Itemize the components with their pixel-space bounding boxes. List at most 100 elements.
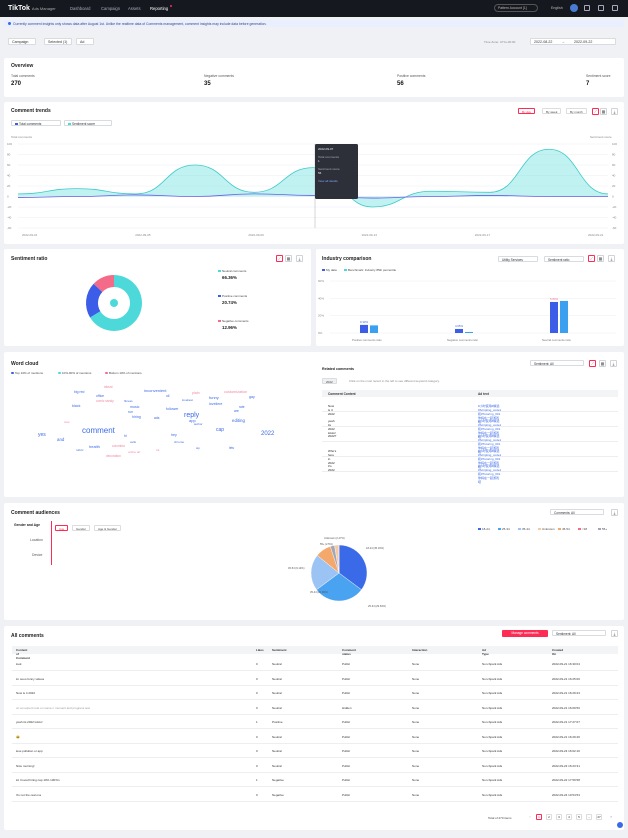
total-comments-metric-select[interactable]: Total comments — [11, 120, 61, 126]
word-cloud-term[interactable]: fitness — [124, 399, 133, 403]
page-button[interactable]: 2 — [546, 814, 552, 820]
word-cloud-term[interactable]: rubric — [76, 448, 84, 452]
word-cloud-term[interactable]: lets — [229, 446, 234, 450]
word-cloud-term[interactable]: cello — [130, 440, 137, 444]
notification-icon[interactable] — [598, 5, 604, 11]
sentiment-score-metric-select[interactable]: Sentiment score — [64, 120, 112, 126]
word-cloud-term[interactable]: funny — [209, 395, 219, 400]
word-cloud-term[interactable]: music — [130, 405, 140, 409]
word-cloud-term[interactable]: plain — [192, 391, 200, 395]
nav-dashboard[interactable]: Dashboard — [70, 6, 91, 11]
word-cloud-term[interactable]: big red — [74, 390, 85, 394]
word-cloud-term[interactable]: health — [89, 444, 100, 449]
word-cloud-term[interactable]: run — [128, 410, 133, 414]
word-cloud-term[interactable]: loveliere — [209, 402, 223, 406]
word-cloud-term[interactable]: gay — [249, 395, 255, 399]
word-cloud-term[interactable]: ads — [154, 416, 160, 420]
avatar[interactable] — [570, 4, 578, 12]
download-icon[interactable]: ⤓ — [611, 630, 618, 637]
word-cloud-term[interactable]: hi — [124, 434, 127, 438]
download-icon[interactable]: ⤓ — [610, 360, 617, 367]
word-cloud-term[interactable]: author — [194, 422, 203, 426]
tab-gender[interactable]: Gender — [72, 525, 91, 531]
page-button[interactable]: 1 — [536, 814, 542, 820]
manage-comments-button[interactable]: Manage comments — [502, 630, 548, 637]
word-cloud-term[interactable]: app — [189, 418, 196, 423]
tab-by-week[interactable]: By week — [542, 108, 562, 114]
chart-view-icon[interactable]: ⟋ — [276, 255, 283, 262]
table-icon[interactable]: ▦ — [597, 255, 604, 262]
page-button[interactable]: 4 — [566, 814, 572, 820]
chart-view-icon[interactable]: ⟋ — [588, 255, 595, 262]
word-cloud-term[interactable]: cap — [216, 427, 225, 433]
date-range-picker[interactable]: 2022-08-22 → 2022-09-22 — [530, 38, 616, 45]
metric-select[interactable]: Sentiment ratio — [544, 256, 584, 262]
campaign-dropdown[interactable]: Campaign — [8, 38, 36, 45]
side-location[interactable]: Location — [30, 538, 43, 542]
line-chart-icon[interactable]: ⟋ — [592, 108, 599, 115]
download-icon[interactable]: ⤓ — [611, 509, 618, 516]
word-cloud-term[interactable]: editing — [232, 418, 245, 423]
word-cloud-term[interactable]: comic sandy — [96, 399, 114, 403]
word-cloud-term[interactable]: 2022 — [261, 431, 275, 437]
word-cloud-term[interactable]: hey — [171, 433, 177, 437]
tiktok-logo[interactable]: TikTok Ads Manager — [8, 5, 56, 12]
table-icon[interactable]: ▦ — [599, 360, 606, 367]
word-cloud-term[interactable]: decoration — [106, 454, 121, 458]
account-selector[interactable]: Pattern Account [1] — [494, 4, 538, 12]
language-selector[interactable]: English — [551, 6, 563, 10]
help-icon[interactable] — [584, 5, 590, 11]
word-cloud-term[interactable]: rate — [239, 405, 245, 409]
side-gender-age[interactable]: Gender and Age — [14, 523, 41, 527]
word-cloud-term[interactable]: loveliest — [182, 398, 193, 402]
chart-view-icon[interactable]: ⟋ — [589, 360, 596, 367]
nav-campaign[interactable]: Campaign — [101, 6, 121, 11]
word-cloud-term[interactable]: chrome — [174, 440, 185, 444]
word-cloud-term[interactable]: and — [57, 437, 65, 442]
word-cloud-term[interactable]: follower — [166, 407, 179, 411]
comments-filter-select[interactable]: Comments: All — [550, 509, 604, 515]
word-cloud-term[interactable]: are — [234, 409, 239, 413]
nav-reporting[interactable]: Reporting — [150, 6, 169, 11]
related-ad-text-link[interactable]: #小时使用#精选#Scripting_code1 和#Tutoring_001 … — [478, 449, 502, 469]
tab-by-month[interactable]: By month — [566, 108, 587, 114]
ad-dropdown[interactable]: Ad — [76, 38, 94, 45]
related-ad-text-link[interactable]: #小时使用#精选#Scripting_code1 和#Tutoring_001 … — [478, 464, 502, 484]
help-float-icon[interactable] — [617, 822, 623, 828]
word-cloud-term[interactable]: ideal — [104, 384, 113, 389]
word-cloud-term[interactable]: customization — [224, 390, 248, 394]
word-cloud-term[interactable]: black — [72, 404, 81, 408]
word-cloud-term[interactable]: reply — [184, 412, 200, 419]
settings-icon[interactable] — [612, 5, 618, 11]
nav-assets[interactable]: Assets — [128, 6, 141, 11]
word-cloud-term[interactable]: sip — [196, 446, 200, 450]
prev-page-icon[interactable]: ‹ — [529, 814, 531, 819]
word-cloud-term[interactable]: comment — [82, 426, 115, 435]
download-icon[interactable]: ⤓ — [611, 108, 618, 115]
page-button[interactable]: ... — [586, 814, 592, 820]
word-cloud-term[interactable]: oil — [166, 394, 170, 398]
keyword-tag[interactable]: 2022 — [322, 378, 337, 384]
tooltip-details-link[interactable]: View all details — [318, 179, 338, 183]
related-ad-text-link[interactable]: #小时使用#精选#Scripting_code1 和#Tutoring_001 … — [478, 404, 502, 424]
table-icon[interactable]: ▦ — [285, 255, 292, 262]
side-device[interactable]: Device — [32, 553, 43, 557]
word-cloud-term[interactable]: columbia — [112, 444, 125, 448]
tab-age[interactable]: Age — [55, 525, 69, 531]
table-icon[interactable]: ▦ — [600, 108, 607, 115]
word-cloud-term[interactable]: yes — [38, 432, 46, 438]
industry-select[interactable]: Utility Services — [498, 256, 538, 262]
next-page-icon[interactable]: › — [610, 814, 612, 819]
tab-age-gender[interactable]: Age & Gender — [94, 525, 122, 531]
download-icon[interactable]: ⤓ — [296, 255, 303, 262]
related-ad-text-link[interactable]: #小时使用#精选#Scripting_code1 和#Tutoring_001 … — [478, 419, 502, 439]
word-cloud-term[interactable]: inconvenient — [144, 388, 167, 393]
tab-by-day[interactable]: By day — [518, 108, 536, 114]
page-button[interactable]: 5 — [576, 814, 582, 820]
sentiment-filter-select[interactable]: Sentiment: All — [530, 360, 584, 366]
word-cloud-term[interactable]: cute — [64, 420, 70, 424]
related-ad-text-link[interactable]: #小时使用#精选#Scripting_code1 和#Tutoring_001 … — [478, 434, 502, 454]
page-button[interactable]: 27 — [596, 814, 602, 820]
sentiment-filter-select[interactable]: Sentiment: All — [552, 630, 606, 636]
selected-dropdown[interactable]: Selected (1) — [44, 38, 72, 45]
